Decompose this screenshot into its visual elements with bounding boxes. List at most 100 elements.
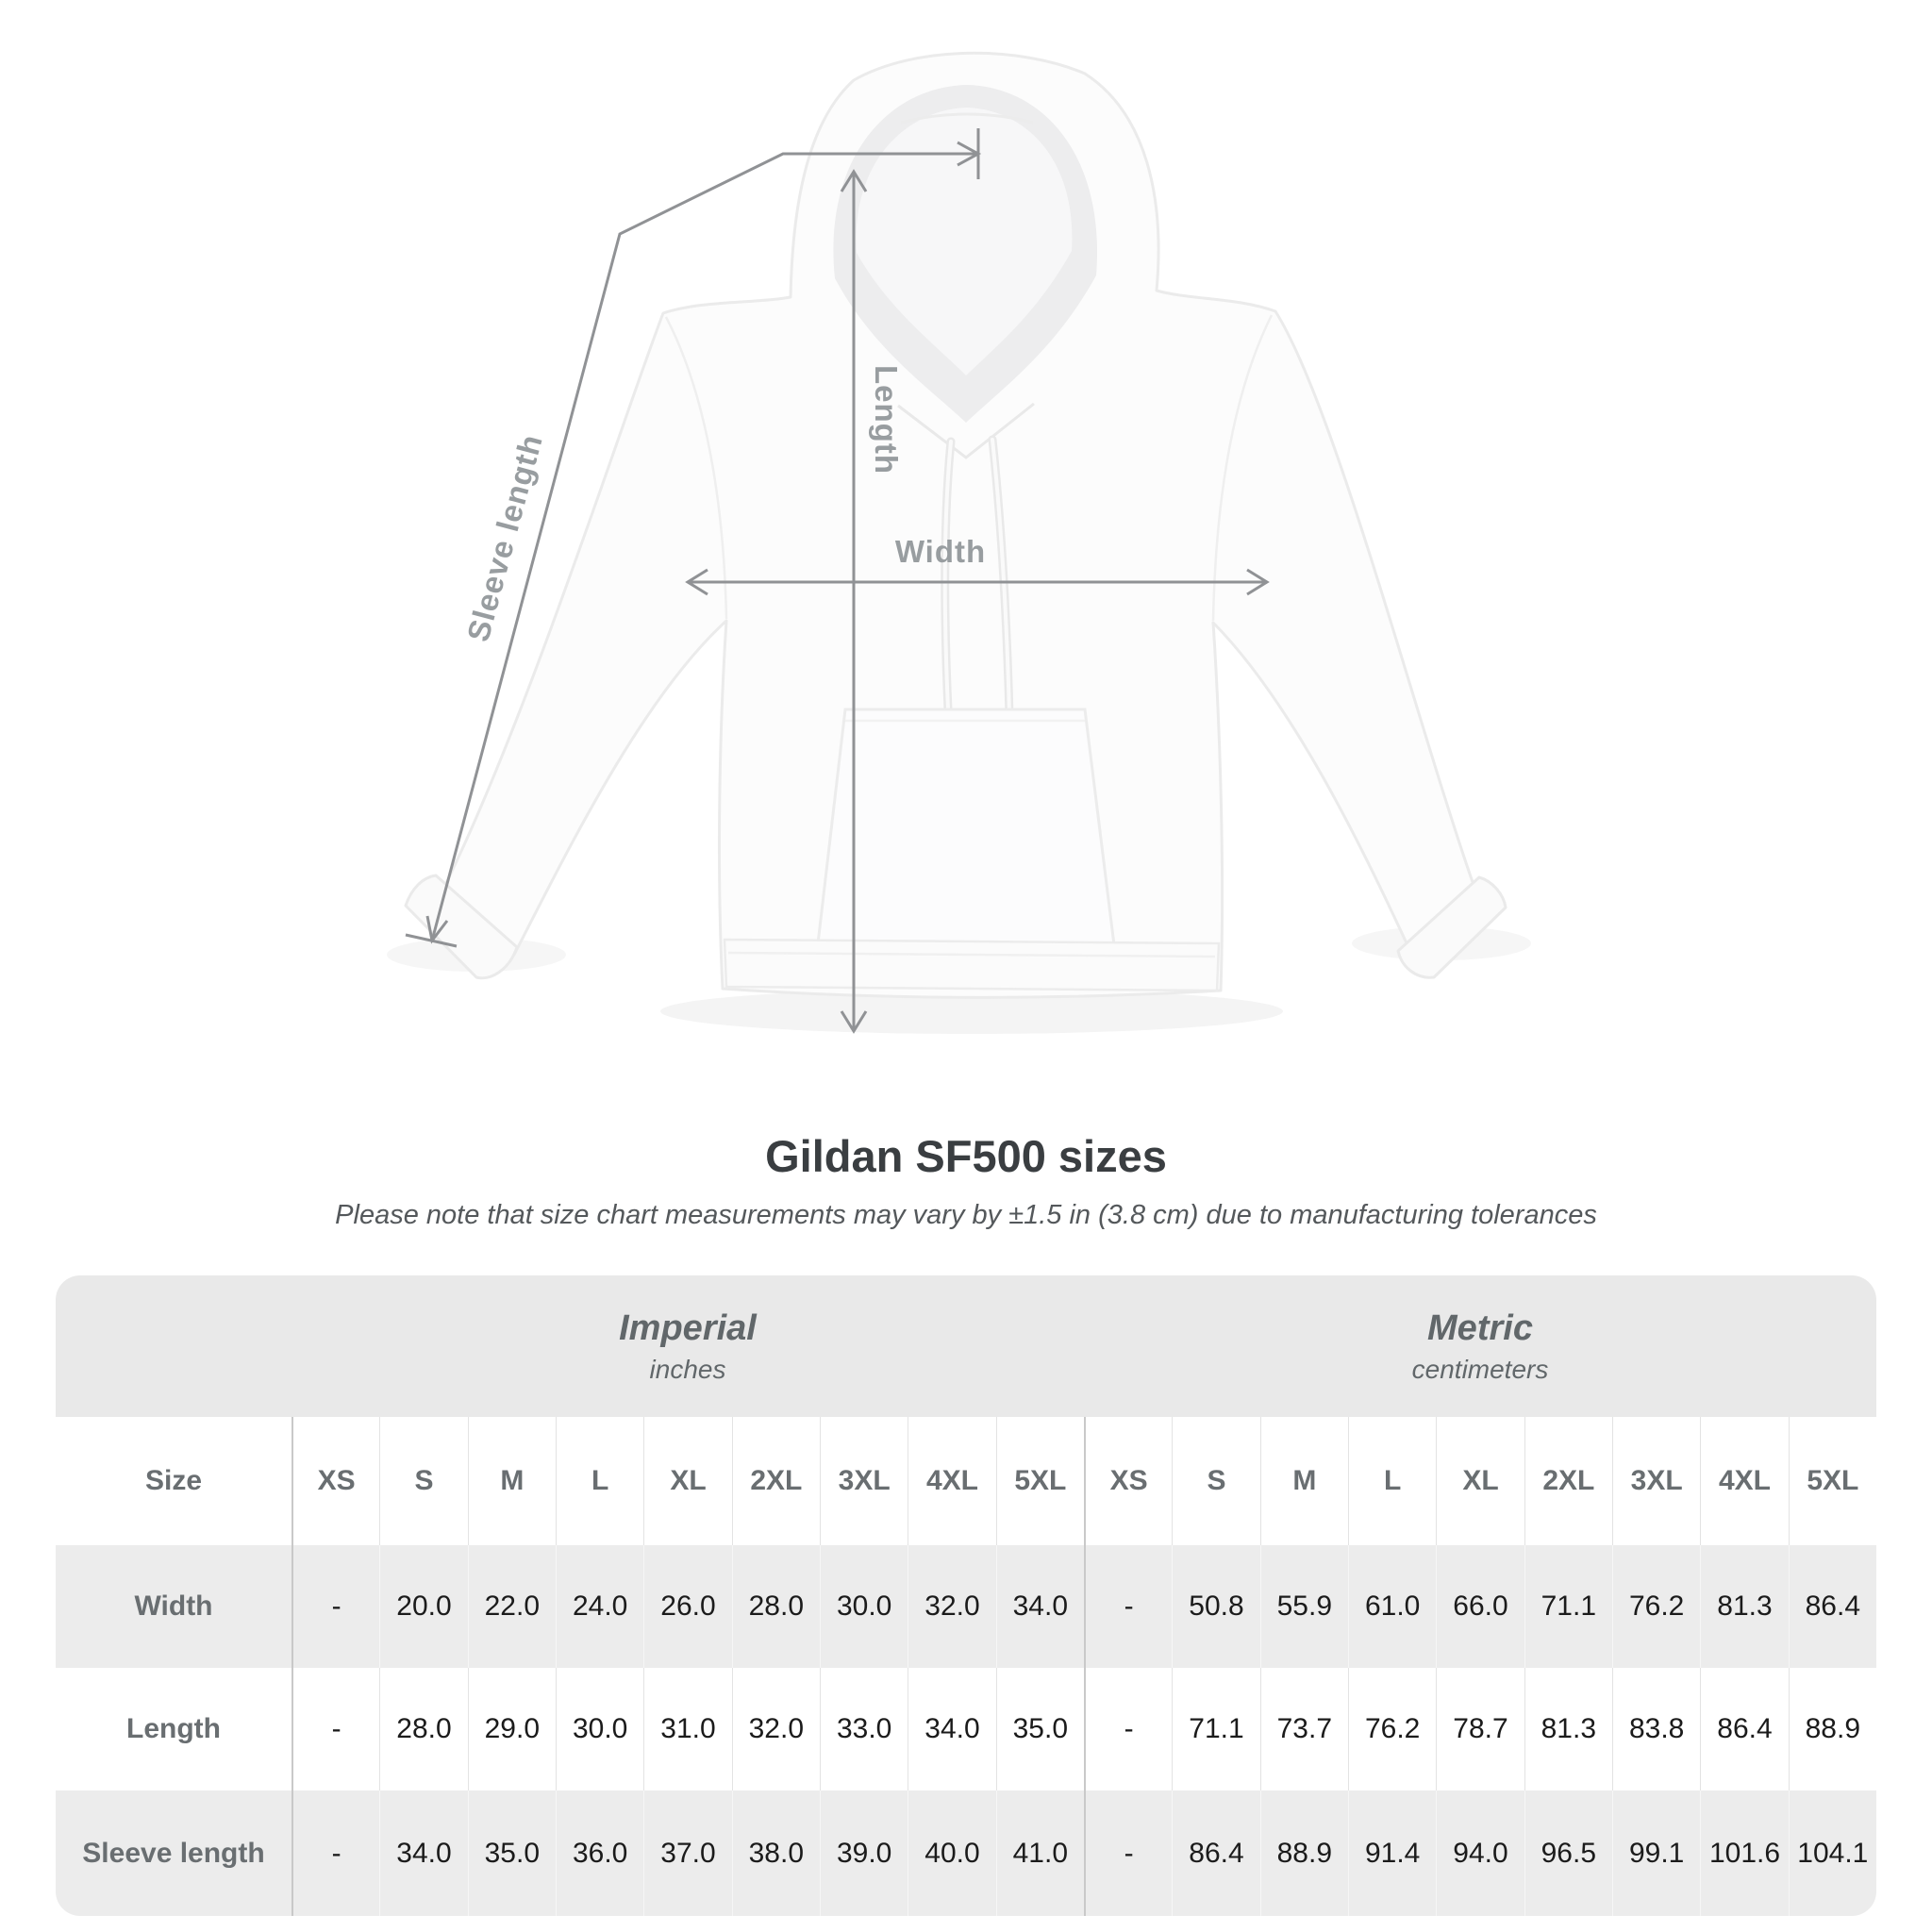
table-cell: 50.8	[1172, 1545, 1259, 1668]
table-cell: 22.0	[467, 1545, 556, 1668]
col-header-imperial-2xl: 2XL	[731, 1417, 820, 1545]
table-cell: 30.0	[820, 1545, 908, 1668]
table-cell: 35.0	[995, 1668, 1084, 1790]
table-cell: 73.7	[1259, 1668, 1348, 1790]
table-row: Length -28.0 29.0 30.0 31.0 32.0 33.0 34.0 35.0-…	[56, 1668, 1876, 1790]
table-cell: -	[291, 1545, 379, 1668]
table-cell: 35.0	[467, 1790, 556, 1916]
table-cell: 28.0	[379, 1668, 467, 1790]
width-arrow-right	[1246, 568, 1270, 596]
table-cell: 76.2	[1612, 1545, 1700, 1668]
hood-back-panel	[856, 108, 1073, 375]
table-row: Sleeve length -34.0 35.0 36.0 37.0 38.0 39.0 40…	[56, 1790, 1876, 1916]
table-cell: -	[291, 1668, 379, 1790]
group-header-corner	[56, 1275, 291, 1417]
group-imperial: Imperial inches	[291, 1275, 1084, 1417]
length-arrow-top	[840, 169, 868, 192]
table-cell: 101.6	[1700, 1790, 1788, 1916]
col-header-metric-s: S	[1172, 1417, 1259, 1545]
table-cell: 32.0	[908, 1545, 995, 1668]
table-cell: 32.0	[731, 1668, 820, 1790]
table-cell: 88.9	[1259, 1790, 1348, 1916]
sleeve-length-label: Sleeve length	[460, 430, 549, 645]
table-cell: 78.7	[1436, 1668, 1524, 1790]
col-header-imperial-3xl: 3XL	[820, 1417, 908, 1545]
table-cell: 38.0	[731, 1790, 820, 1916]
table-cell: 86.4	[1700, 1668, 1788, 1790]
table-cell: 28.0	[731, 1545, 820, 1668]
table-cell: -	[1084, 1545, 1172, 1668]
neck-seam	[897, 402, 1035, 459]
table-cell: 36.0	[556, 1790, 643, 1916]
table-cell: 71.1	[1172, 1668, 1259, 1790]
width-label: Width	[895, 534, 986, 569]
cuff-left	[404, 874, 519, 980]
size-grid: Size XS S M L XL 2XL 3XL 4XL 5XL XS S M L XL 2XL 3XL 4XL 5…	[56, 1417, 1876, 1916]
group-imperial-name: Imperial	[619, 1307, 757, 1348]
hoodie-size-diagram: Sleeve length Length Width	[404, 51, 1507, 1034]
table-cell: 24.0	[556, 1545, 643, 1668]
table-cell: 26.0	[643, 1545, 731, 1668]
table-cell: 81.3	[1524, 1668, 1612, 1790]
col-header-imperial-xl: XL	[643, 1417, 731, 1545]
col-header-imperial-4xl: 4XL	[908, 1417, 995, 1545]
sleeve-length-line	[430, 152, 978, 941]
length-label: Length	[869, 365, 904, 475]
table-cell: -	[1084, 1668, 1172, 1790]
unit-group-header: Imperial inches Metric centimeters	[56, 1275, 1876, 1417]
table-cell: 37.0	[643, 1790, 731, 1916]
table-cell: 40.0	[908, 1790, 995, 1916]
col-header-imperial-xs: XS	[291, 1417, 379, 1545]
table-cell: 96.5	[1524, 1790, 1612, 1916]
garment-shadow	[660, 989, 1283, 1034]
table-cell: 34.0	[908, 1668, 995, 1790]
table-cell: 30.0	[556, 1668, 643, 1790]
table-cell: 71.1	[1524, 1545, 1612, 1668]
table-cell: 91.4	[1348, 1790, 1436, 1916]
col-header-metric-m: M	[1259, 1417, 1348, 1545]
table-cell: 99.1	[1612, 1790, 1700, 1916]
page-title: Gildan SF500 sizes	[765, 1131, 1167, 1181]
col-header-imperial-m: M	[467, 1417, 556, 1545]
hem-stitch	[727, 951, 1216, 958]
row-label: Length	[126, 1713, 221, 1744]
col-header-metric-l: L	[1348, 1417, 1436, 1545]
size-column-header: Size	[144, 1465, 203, 1496]
page-subtitle: Please note that size chart measurements…	[335, 1200, 1597, 1230]
table-cell: 41.0	[995, 1790, 1084, 1916]
col-header-metric-2xl: 2XL	[1524, 1417, 1612, 1545]
col-header-metric-5xl: 5XL	[1788, 1417, 1876, 1545]
table-header-row: Size XS S M L XL 2XL 3XL 4XL 5XL XS S M L XL 2XL 3XL 4XL 5…	[56, 1417, 1876, 1545]
table-cell: 81.3	[1700, 1545, 1788, 1668]
table-cell: 86.4	[1172, 1790, 1259, 1916]
table-cell: 94.0	[1436, 1790, 1524, 1916]
table-cell: 20.0	[379, 1545, 467, 1668]
cuff-right	[1396, 875, 1507, 979]
table-cell: 76.2	[1348, 1668, 1436, 1790]
table-cell: 86.4	[1788, 1545, 1876, 1668]
size-table: Imperial inches Metric centimeters Size X…	[56, 1275, 1876, 1916]
table-row: Width -20.0 22.0 24.0 26.0 28.0 30.0 32.0 34.0-5…	[56, 1545, 1876, 1668]
col-header-imperial-5xl: 5XL	[995, 1417, 1084, 1545]
col-header-imperial-l: L	[556, 1417, 643, 1545]
col-header-metric-4xl: 4XL	[1700, 1417, 1788, 1545]
hem-band	[723, 938, 1221, 992]
col-header-metric-xs: XS	[1084, 1417, 1172, 1545]
table-cell: 83.8	[1612, 1668, 1700, 1790]
group-metric-name: Metric	[1427, 1307, 1533, 1348]
table-cell: -	[1084, 1790, 1172, 1916]
sleeve-length-tick-bottom	[405, 933, 458, 948]
table-cell: 31.0	[643, 1668, 731, 1790]
width-arrow-left	[685, 568, 708, 596]
length-arrow-bottom	[840, 1010, 868, 1034]
table-cell: 55.9	[1259, 1545, 1348, 1668]
table-cell: 33.0	[820, 1668, 908, 1790]
col-header-metric-3xl: 3XL	[1612, 1417, 1700, 1545]
col-header-metric-xl: XL	[1436, 1417, 1524, 1545]
table-cell: 29.0	[467, 1668, 556, 1790]
col-header-imperial-s: S	[379, 1417, 467, 1545]
hoodie-illustration: Sleeve length Length Width	[404, 51, 1507, 1034]
row-label: Sleeve length	[82, 1837, 265, 1869]
table-cell: 88.9	[1788, 1668, 1876, 1790]
